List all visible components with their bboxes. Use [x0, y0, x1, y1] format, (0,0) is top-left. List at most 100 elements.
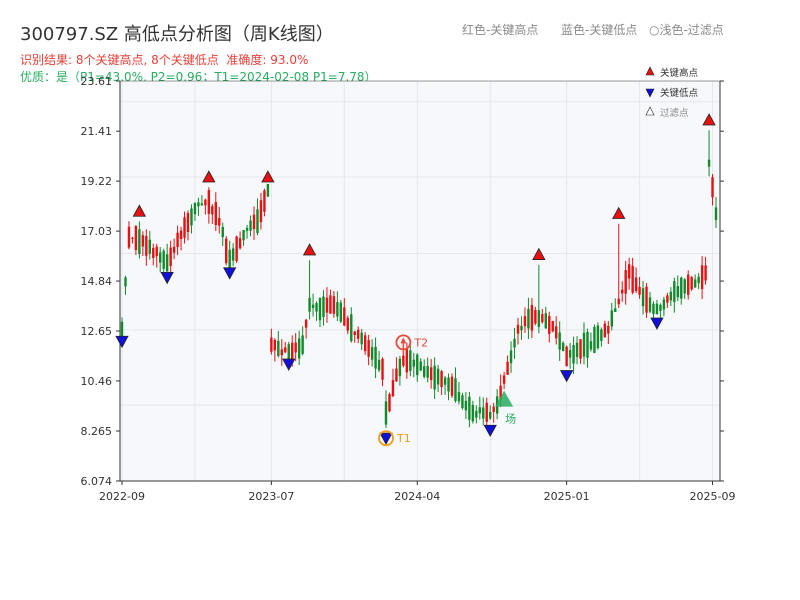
candle-body [558, 332, 561, 350]
candle-body [315, 303, 318, 312]
candle-body [624, 270, 627, 294]
y-tick-label: 14.84 [81, 275, 113, 288]
candle-body [127, 226, 131, 248]
quality-text: 优质：是（P1=43.0%, P2=0.96；T1=2024-02-08 P1=… [20, 70, 377, 84]
candle-body [711, 177, 714, 198]
candle-body [544, 313, 547, 329]
candle-body [350, 314, 353, 342]
candle-body [332, 296, 336, 314]
candle-body [450, 376, 454, 396]
chart-title: 300797.SZ 高低点分析图（周K线图） [20, 24, 334, 45]
legend-key-low-icon [645, 88, 655, 98]
candle-body [148, 239, 151, 254]
candle-body [391, 380, 395, 397]
annotation-label-entry: 场 [505, 412, 516, 426]
candle-body [270, 337, 273, 352]
candle-body [159, 252, 162, 263]
candle-body [582, 332, 586, 357]
candle-body [516, 324, 520, 334]
candle-body [131, 237, 134, 239]
candle-body [221, 226, 224, 238]
candle-body [388, 394, 391, 412]
candle-body [680, 277, 683, 299]
legend-label: 关键低点 [660, 87, 699, 99]
candle-body [575, 342, 579, 358]
candle-body [478, 407, 481, 414]
key-high-marker [202, 170, 216, 183]
candle-body [700, 265, 704, 290]
x-tick-label: 2025-01 [544, 490, 590, 503]
candle-body [402, 355, 405, 366]
candle-body [398, 358, 402, 377]
y-tick-label: 23.61 [81, 75, 113, 88]
candle-body [273, 340, 277, 351]
candle-body [141, 235, 145, 247]
candle-body [249, 220, 252, 231]
candle-body [242, 229, 245, 241]
candle-body [621, 289, 624, 294]
key-high-marker [702, 113, 716, 126]
candle-body [568, 350, 572, 358]
annotation-entry-marker [495, 390, 514, 407]
candle-body [416, 354, 419, 376]
candle-body [145, 235, 148, 256]
candle-body [433, 365, 436, 390]
candle-body [506, 361, 509, 375]
candle-body [443, 377, 447, 385]
candle-body [357, 329, 360, 339]
candle-body [318, 297, 322, 321]
candle-body [193, 202, 197, 215]
candles-group [120, 130, 718, 428]
x-tick-label: 2025-09 [690, 490, 736, 503]
candle-body [225, 238, 228, 264]
candle-body [138, 229, 141, 254]
candle-body [207, 190, 211, 214]
candle-body [655, 303, 659, 315]
candle-body [346, 317, 349, 331]
candle-body [277, 340, 280, 356]
candle-body [489, 411, 492, 419]
candle-body [172, 246, 176, 253]
candle-body [485, 402, 488, 422]
candle-body [266, 183, 270, 197]
legend-label: 关键高点 [660, 67, 699, 79]
key-high-marker [612, 206, 626, 219]
top-legend-blue: 蓝色-关键低点 [561, 23, 638, 37]
key-low-marker [115, 335, 129, 349]
key-high-marker [302, 243, 317, 256]
candle-body [676, 286, 679, 298]
x-tick-label: 2022-09 [99, 490, 145, 503]
y-tick-label: 21.41 [81, 125, 113, 138]
candle-body [714, 207, 718, 221]
candle-body [638, 286, 641, 295]
key-low-marker [559, 370, 574, 383]
candle-body [134, 225, 138, 251]
candle-body [155, 246, 158, 257]
candle-body [218, 217, 221, 226]
candle-body [509, 350, 513, 364]
y-tick-label: 8.265 [81, 425, 113, 438]
key-low-marker [282, 358, 296, 371]
candle-body [245, 227, 249, 231]
candle-body [513, 338, 516, 348]
candle-body [617, 298, 620, 305]
candle-body [329, 295, 332, 314]
x-tick-label: 2024-04 [394, 490, 440, 503]
candle-body [395, 368, 398, 382]
candle-body [471, 404, 475, 422]
candle-body [367, 340, 370, 357]
candle-body [311, 304, 315, 308]
candle-body [204, 199, 207, 206]
candle-body [419, 361, 422, 371]
key-low-marker [223, 267, 237, 280]
candle-body [673, 281, 676, 302]
candle-body [228, 249, 231, 277]
x-tick-label: 2023-07 [248, 490, 294, 503]
annotation-label-t2: T2 [413, 336, 428, 349]
candle-body [381, 358, 384, 380]
candle-body [211, 206, 214, 215]
candle-body [162, 250, 165, 269]
candle-body [256, 209, 259, 233]
candle-body [200, 203, 204, 206]
